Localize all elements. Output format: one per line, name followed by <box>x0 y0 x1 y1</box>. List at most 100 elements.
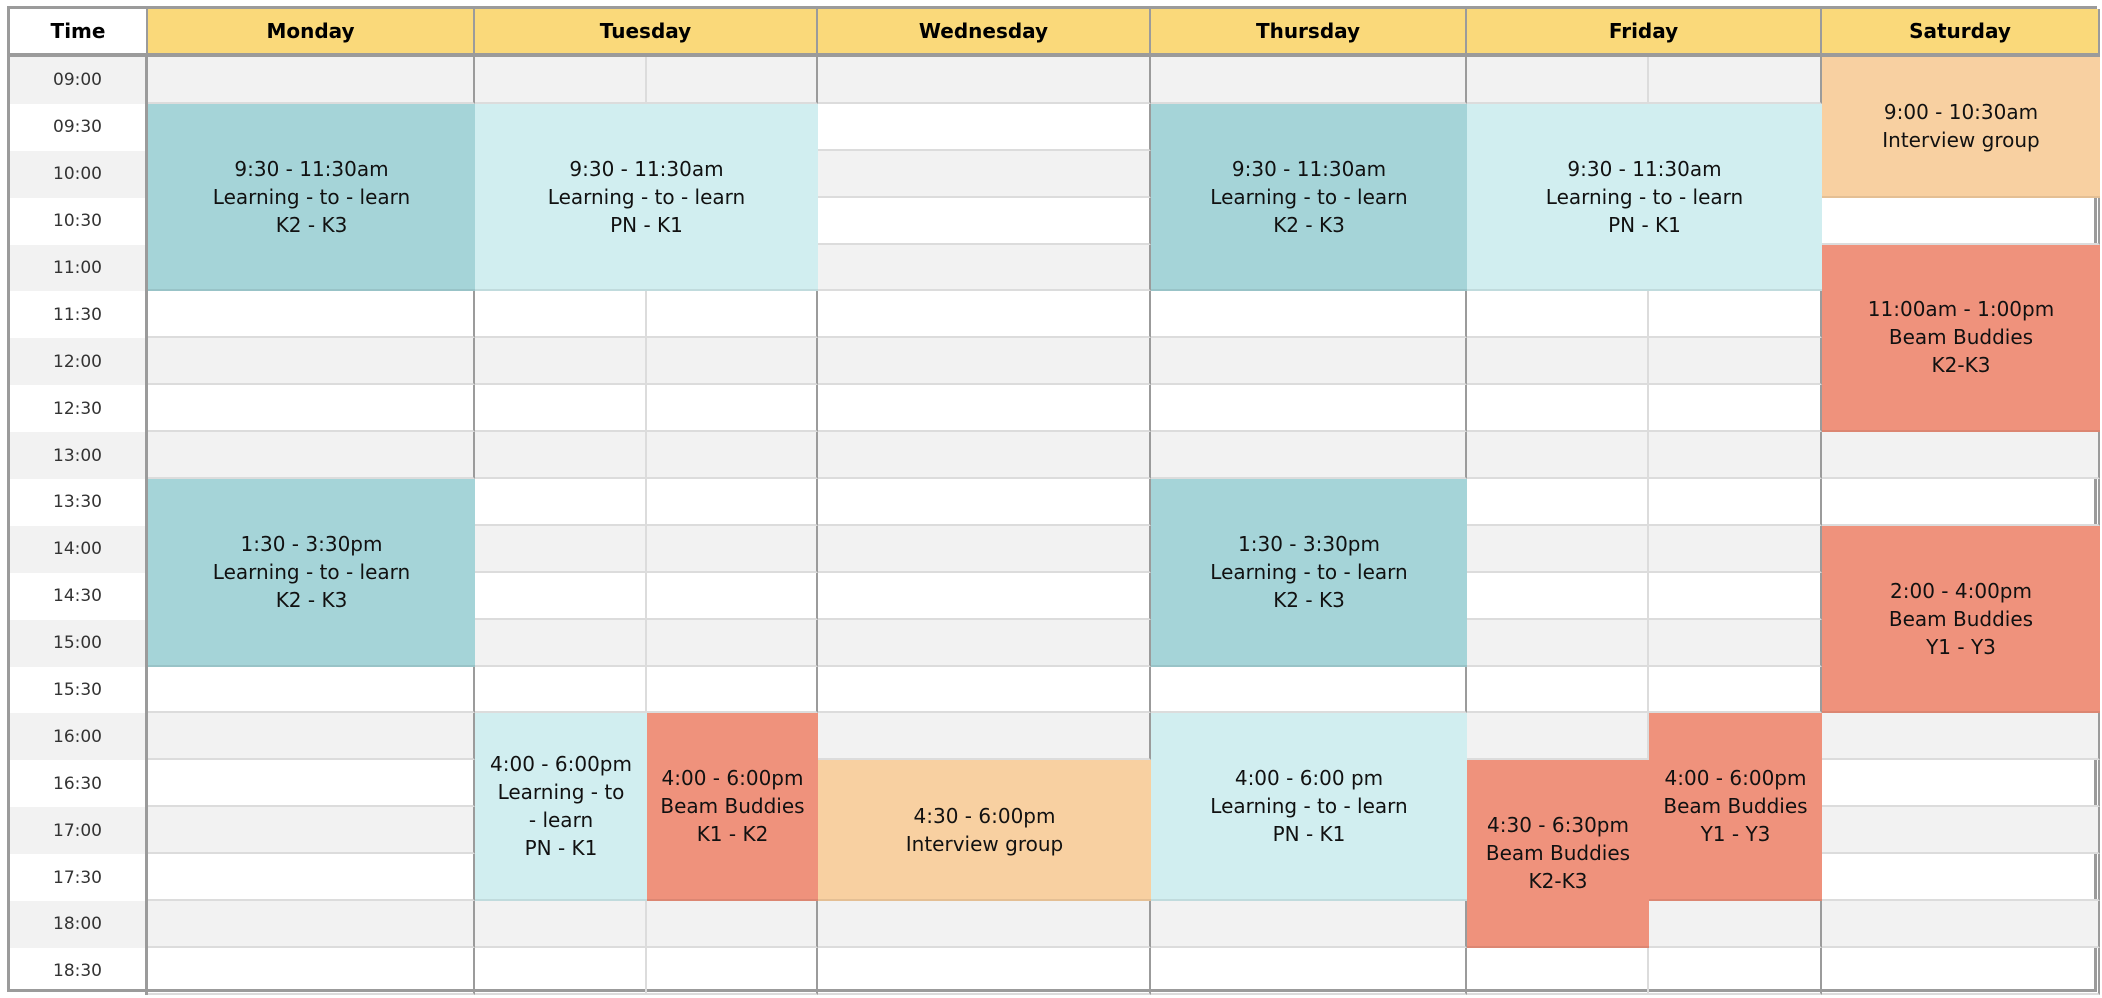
event-block[interactable]: 4:00 - 6:00pm Beam Buddies K1 - K2 <box>647 713 818 902</box>
event-block[interactable]: 4:00 - 6:00pm Beam Buddies Y1 - Y3 <box>1649 713 1822 902</box>
slot-cell[interactable] <box>148 432 475 480</box>
slot-cell[interactable] <box>1822 854 2100 902</box>
slot-cell[interactable] <box>1649 947 1822 995</box>
event-block[interactable]: 2:00 - 4:00pm Beam Buddies Y1 - Y3 <box>1822 525 2100 714</box>
slot-cell[interactable] <box>148 666 475 714</box>
slot-cell[interactable] <box>647 525 818 573</box>
slot-cell[interactable] <box>818 338 1151 386</box>
slot-cell[interactable] <box>647 901 818 948</box>
slot-cell[interactable] <box>647 57 818 104</box>
slot-cell[interactable] <box>1822 760 2100 808</box>
slot-cell[interactable] <box>1649 57 1822 104</box>
slot-cell[interactable] <box>818 244 1151 292</box>
slot-cell[interactable] <box>1649 525 1822 573</box>
slot-cell[interactable] <box>1467 479 1649 526</box>
slot-cell[interactable] <box>1151 291 1467 339</box>
slot-cell[interactable] <box>475 666 647 714</box>
event-block[interactable]: 1:30 - 3:30pm Learning - to - learn K2 - K… <box>1151 479 1467 667</box>
slot-cell[interactable] <box>818 57 1151 104</box>
slot-cell[interactable] <box>1822 479 2100 526</box>
slot-cell[interactable] <box>1151 666 1467 714</box>
slot-cell[interactable] <box>647 385 818 433</box>
slot-cell[interactable] <box>1467 572 1649 620</box>
event-block[interactable]: 1:30 - 3:30pm Learning - to - learn K2 - K… <box>148 479 475 667</box>
slot-cell[interactable] <box>475 432 647 480</box>
slot-cell[interactable] <box>475 57 647 104</box>
slot-cell[interactable] <box>818 619 1151 667</box>
slot-cell[interactable] <box>1151 947 1467 995</box>
slot-cell[interactable] <box>1467 57 1649 104</box>
slot-cell[interactable] <box>818 525 1151 573</box>
slot-cell[interactable] <box>647 666 818 714</box>
slot-cell[interactable] <box>1649 572 1822 620</box>
event-block[interactable]: 9:30 - 11:30am Learning - to - learn K2 - … <box>148 103 475 292</box>
slot-cell[interactable] <box>647 947 818 995</box>
slot-cell[interactable] <box>818 947 1151 995</box>
slot-cell[interactable] <box>1649 291 1822 339</box>
event-block[interactable]: 9:30 - 11:30am Learning - to - learn PN - … <box>1467 103 1822 292</box>
event-block[interactable]: 4:30 - 6:30pm Beam Buddies K2-K3 <box>1467 760 1649 948</box>
slot-cell[interactable] <box>475 947 647 995</box>
event-block[interactable]: 4:00 - 6:00pm Learning - to - learn PN - K1 <box>475 713 647 902</box>
slot-cell[interactable] <box>818 150 1151 198</box>
slot-cell[interactable] <box>475 291 647 339</box>
slot-cell[interactable] <box>148 760 475 808</box>
slot-cell[interactable] <box>475 479 647 526</box>
slot-cell[interactable] <box>818 572 1151 620</box>
slot-cell[interactable] <box>1151 432 1467 480</box>
slot-cell[interactable] <box>1467 338 1649 386</box>
slot-cell[interactable] <box>148 713 475 761</box>
slot-cell[interactable] <box>818 901 1151 948</box>
slot-cell[interactable] <box>148 338 475 386</box>
slot-cell[interactable] <box>475 619 647 667</box>
slot-cell[interactable] <box>1151 57 1467 104</box>
slot-cell[interactable] <box>818 713 1151 761</box>
event-block[interactable]: 9:30 - 11:30am Learning - to - learn K2 - … <box>1151 103 1467 292</box>
slot-cell[interactable] <box>1822 901 2100 948</box>
slot-cell[interactable] <box>1467 291 1649 339</box>
slot-cell[interactable] <box>475 385 647 433</box>
slot-cell[interactable] <box>647 619 818 667</box>
slot-cell[interactable] <box>148 57 475 104</box>
slot-cell[interactable] <box>1467 619 1649 667</box>
slot-cell[interactable] <box>1822 807 2100 855</box>
slot-cell[interactable] <box>1151 385 1467 433</box>
slot-cell[interactable] <box>647 338 818 386</box>
slot-cell[interactable] <box>647 572 818 620</box>
slot-cell[interactable] <box>1822 432 2100 480</box>
slot-cell[interactable] <box>647 291 818 339</box>
slot-cell[interactable] <box>1649 666 1822 714</box>
slot-cell[interactable] <box>818 432 1151 480</box>
slot-cell[interactable] <box>1822 947 2100 995</box>
slot-cell[interactable] <box>1649 479 1822 526</box>
slot-cell[interactable] <box>1649 338 1822 386</box>
slot-cell[interactable] <box>818 291 1151 339</box>
slot-cell[interactable] <box>148 291 475 339</box>
slot-cell[interactable] <box>818 197 1151 245</box>
slot-cell[interactable] <box>148 385 475 433</box>
slot-cell[interactable] <box>475 572 647 620</box>
slot-cell[interactable] <box>148 901 475 948</box>
slot-cell[interactable] <box>1467 432 1649 480</box>
slot-cell[interactable] <box>148 854 475 902</box>
slot-cell[interactable] <box>148 947 475 995</box>
slot-cell[interactable] <box>1467 666 1649 714</box>
slot-cell[interactable] <box>475 901 647 948</box>
slot-cell[interactable] <box>818 103 1151 151</box>
slot-cell[interactable] <box>475 338 647 386</box>
slot-cell[interactable] <box>1467 713 1649 761</box>
slot-cell[interactable] <box>818 385 1151 433</box>
slot-cell[interactable] <box>148 807 475 855</box>
slot-cell[interactable] <box>1649 385 1822 433</box>
slot-cell[interactable] <box>1467 385 1649 433</box>
slot-cell[interactable] <box>818 479 1151 526</box>
event-block[interactable]: 11:00am - 1:00pm Beam Buddies K2-K3 <box>1822 244 2100 433</box>
event-block[interactable]: 9:30 - 11:30am Learning - to - learn PN - … <box>475 103 818 292</box>
slot-cell[interactable] <box>1649 432 1822 480</box>
slot-cell[interactable] <box>475 525 647 573</box>
slot-cell[interactable] <box>1649 901 1822 948</box>
event-block[interactable]: 4:30 - 6:00pm Interview group <box>818 760 1151 902</box>
slot-cell[interactable] <box>1151 338 1467 386</box>
slot-cell[interactable] <box>1822 197 2100 245</box>
slot-cell[interactable] <box>1822 713 2100 761</box>
